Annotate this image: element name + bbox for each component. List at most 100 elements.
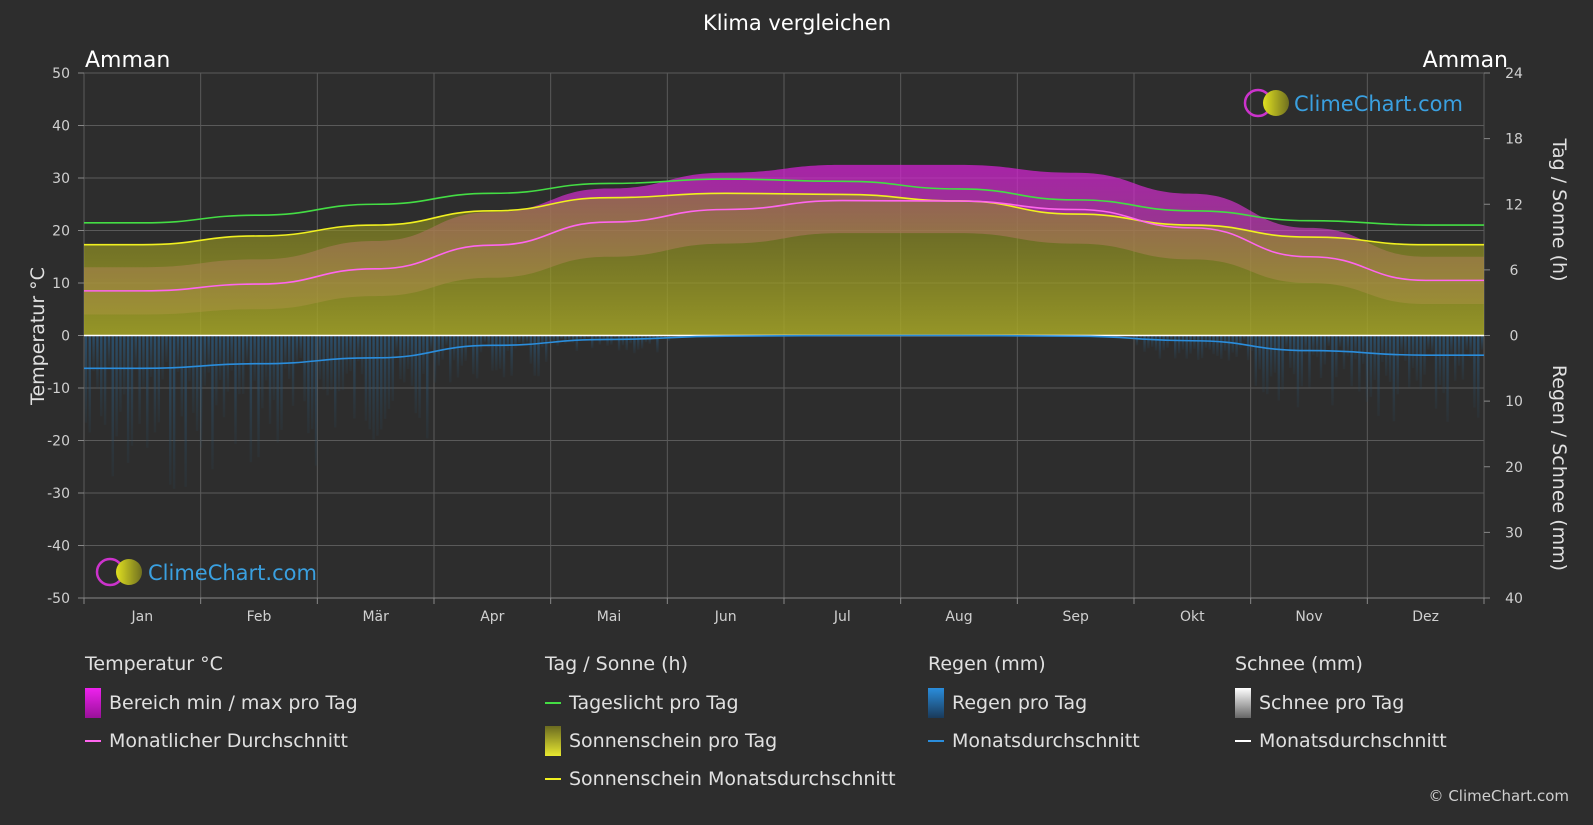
rain-day-bar	[502, 335, 506, 378]
sunshine-avg-swatch	[545, 778, 561, 780]
rain-day-bar	[426, 335, 429, 439]
sunshine-avg-line	[84, 192, 1484, 246]
legend-rain-avg: Monatsdurchschnitt	[928, 730, 1140, 752]
rain-day-bar	[1392, 335, 1396, 422]
rain-day-bar	[1254, 335, 1257, 386]
rain-day-bar	[264, 335, 268, 381]
rain-day-bar	[441, 335, 444, 360]
rain-day-bar	[1227, 335, 1231, 361]
legend-snow-title: Schnee (mm)	[1235, 653, 1363, 675]
rain-area	[84, 335, 1484, 489]
rain-day-bar	[314, 335, 318, 466]
y-right-bottom-tick-label: 30	[1505, 525, 1523, 541]
rain-day-bar	[525, 335, 529, 343]
rain-day-bar	[1388, 335, 1392, 382]
rain-day-bar	[1193, 335, 1196, 349]
rain-day-bar	[280, 335, 283, 430]
rain-day-bar	[464, 335, 467, 361]
rain-day-bar	[483, 335, 487, 343]
rain-day-bar	[1154, 335, 1158, 351]
rain-day-bar	[391, 335, 394, 401]
rain-day-bar	[299, 335, 302, 359]
rain-day-bar	[318, 335, 322, 380]
rain-day-bar	[571, 335, 575, 343]
sunshine-area-fill	[84, 193, 1484, 336]
legend-snow-avg: Monatsdurchschnitt	[1235, 730, 1447, 752]
rain-day-bar	[621, 335, 625, 346]
rain-day-bar	[583, 335, 586, 341]
rain-avg-swatch	[928, 740, 944, 742]
rain-day-bar	[1158, 335, 1162, 359]
legend-sunshine-avg: Sonnenschein Monatsdurchschnitt	[545, 768, 896, 790]
rain-day-bar	[1469, 335, 1472, 358]
rain-day-bar	[1411, 335, 1415, 369]
rain-day-bar	[422, 335, 425, 374]
rain-day-bar	[587, 335, 590, 338]
rain-day-bar	[1151, 335, 1154, 347]
x-tick-label: Mai	[597, 609, 622, 625]
rain-day-bar	[472, 335, 475, 375]
rain-day-bar	[284, 335, 287, 369]
snow-swatch	[1235, 688, 1251, 718]
rain-day-bar	[230, 335, 233, 371]
rain-day-bar	[149, 335, 153, 377]
rain-day-bar	[218, 335, 222, 380]
rain-day-bar	[1200, 335, 1204, 359]
rain-day-bar	[1419, 335, 1422, 390]
x-tick-label: Jul	[833, 609, 851, 625]
rain-day-bar	[625, 335, 628, 351]
y-left-tick-label: 40	[52, 119, 70, 135]
rain-day-bar	[226, 335, 230, 392]
rain-day-bar	[1442, 335, 1445, 394]
rain-day-bar	[1477, 335, 1480, 418]
rain-day-bar	[1181, 335, 1185, 350]
rain-day-bar	[272, 335, 276, 401]
rain-day-bar	[380, 335, 383, 430]
rain-day-bar	[468, 335, 471, 347]
rain-day-bar	[345, 335, 348, 374]
series-lines	[84, 178, 1484, 370]
y-axis-left-label: Temperatur °C	[27, 267, 49, 406]
rain-day-bar	[552, 335, 556, 343]
temp-avg-swatch	[85, 740, 101, 742]
logo-text: ClimeChart.com	[148, 561, 317, 585]
rain-day-bar	[1427, 335, 1430, 350]
legend-sun-title: Tag / Sonne (h)	[545, 653, 689, 675]
rain-day-bar	[1269, 335, 1273, 377]
rain-day-bar	[115, 335, 118, 437]
rain-day-bar	[1415, 335, 1419, 381]
rain-day-bar	[1277, 335, 1280, 401]
rain-day-bar	[1480, 335, 1484, 350]
rain-day-bar	[146, 335, 149, 448]
rain-day-bar	[169, 335, 172, 485]
rain-day-bar	[1342, 335, 1346, 370]
rain-day-bar	[449, 335, 452, 383]
rain-day-bar	[180, 335, 184, 417]
rain-day-bar	[142, 335, 145, 388]
rain-day-bar	[568, 335, 571, 342]
y-right-top-tick-label: 18	[1505, 132, 1523, 148]
rain-day-bar	[529, 335, 533, 364]
rain-day-bar	[510, 335, 513, 376]
rain-day-bar	[575, 335, 579, 351]
rain-day-bar	[207, 335, 210, 373]
rain-day-bar	[1292, 335, 1296, 375]
y-right-bottom-tick-label: 20	[1505, 460, 1523, 476]
rain-day-bar	[652, 335, 655, 340]
temp-avg-line	[84, 199, 1484, 292]
rain-day-bar	[1139, 335, 1142, 340]
rain-day-bar	[360, 335, 364, 375]
legend-temperature-title: Temperatur °C	[85, 653, 223, 675]
rain-day-bar	[1408, 335, 1411, 388]
rain-day-bar	[418, 335, 421, 418]
rain-day-bar	[1358, 335, 1361, 392]
rain-day-bar	[1170, 335, 1173, 342]
rain-day-bar	[560, 335, 563, 339]
rain-day-bar	[1174, 335, 1177, 359]
rain-day-bar	[591, 335, 594, 349]
temp-range-swatch	[85, 688, 101, 718]
rain-day-bar	[1308, 335, 1311, 388]
y-left-tick-label: -20	[47, 434, 70, 450]
rain-day-bar	[1400, 335, 1403, 355]
y-left-tick-label: -30	[47, 486, 70, 502]
